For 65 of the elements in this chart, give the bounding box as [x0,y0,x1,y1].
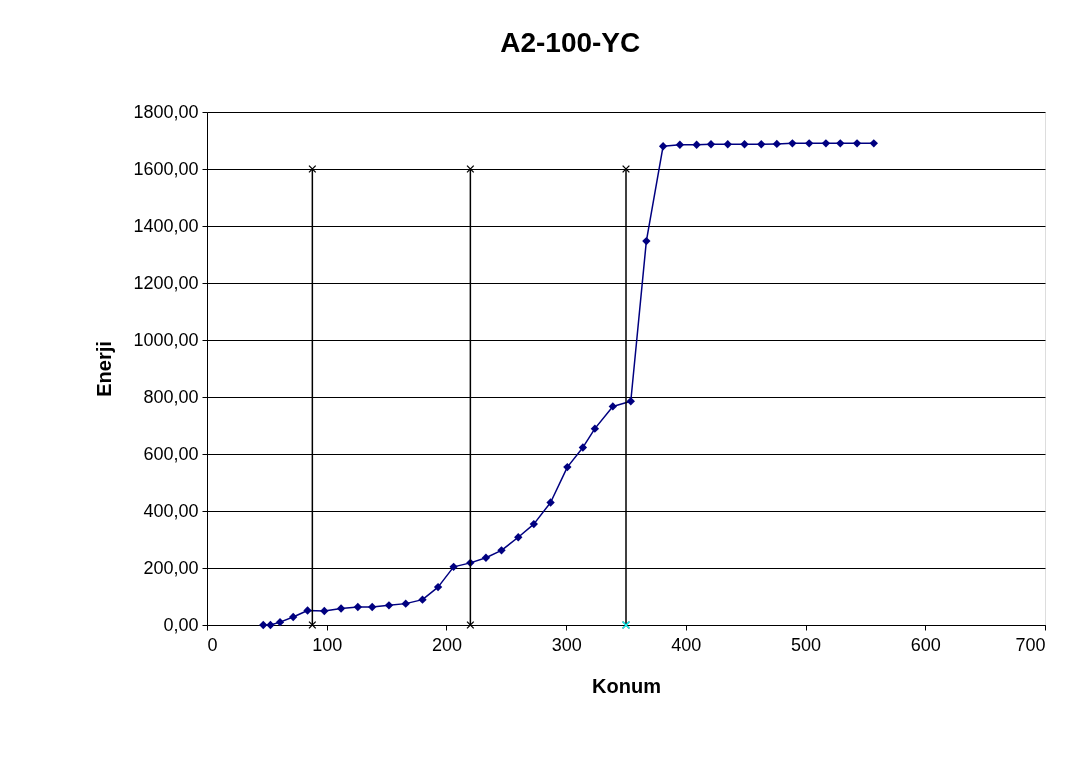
point [481,553,491,562]
point [642,236,651,246]
x-tick-label: 500 [791,634,822,655]
point [320,606,329,616]
point [804,139,814,148]
point [449,562,458,572]
point [675,140,685,149]
x-tick-label: 200 [431,634,462,655]
point [289,612,298,622]
point [788,139,797,148]
point [466,165,475,173]
y-tick-label: 600,00 [143,443,199,464]
x-tick-label: 0 [207,634,218,655]
y-tick-label: 1400,00 [133,215,199,236]
y-tick-label: 0,00 [163,614,199,635]
point [608,402,618,411]
point [723,140,732,149]
chart-title: A2-100-YC [500,27,641,58]
point [275,617,285,627]
point [433,582,443,592]
point [353,602,363,612]
point [303,606,312,615]
point [308,165,317,173]
y-axis-title: Enerji [93,341,116,397]
y-tick-label: 1600,00 [133,158,199,179]
x-tick-label: 100 [312,634,343,655]
point [401,599,410,608]
x-axis-title: Konum [592,674,661,697]
point [590,424,600,433]
y-tick-label: 1000,00 [133,329,199,350]
point [692,140,701,149]
point [821,139,831,148]
x-tick-label: 400 [671,634,702,655]
x-tick-label: 700 [1015,634,1046,655]
point [578,443,588,452]
y-tick-label: 400,00 [143,500,199,521]
point [259,620,268,630]
y-tick-label: 1200,00 [133,272,199,293]
point [836,139,845,148]
point [869,139,878,148]
x-tick-label: 600 [910,634,941,655]
y-tick-label: 200,00 [143,557,199,578]
point [622,165,630,173]
point [563,462,572,472]
point [336,604,346,613]
point [772,139,782,149]
point [308,621,317,629]
point [418,595,427,604]
point [658,142,668,151]
point [706,140,716,149]
point [740,140,749,149]
point [757,140,766,149]
point [514,533,523,542]
y-tick-label: 800,00 [143,386,199,407]
point [466,621,475,629]
point [368,602,377,612]
y-tick-label: 1800,00 [133,101,199,122]
point [546,498,555,507]
point [626,397,635,406]
point [497,546,506,555]
point [529,519,538,529]
point [266,620,275,630]
x-tick-label: 300 [551,634,582,655]
point [852,139,862,148]
point [384,601,394,610]
